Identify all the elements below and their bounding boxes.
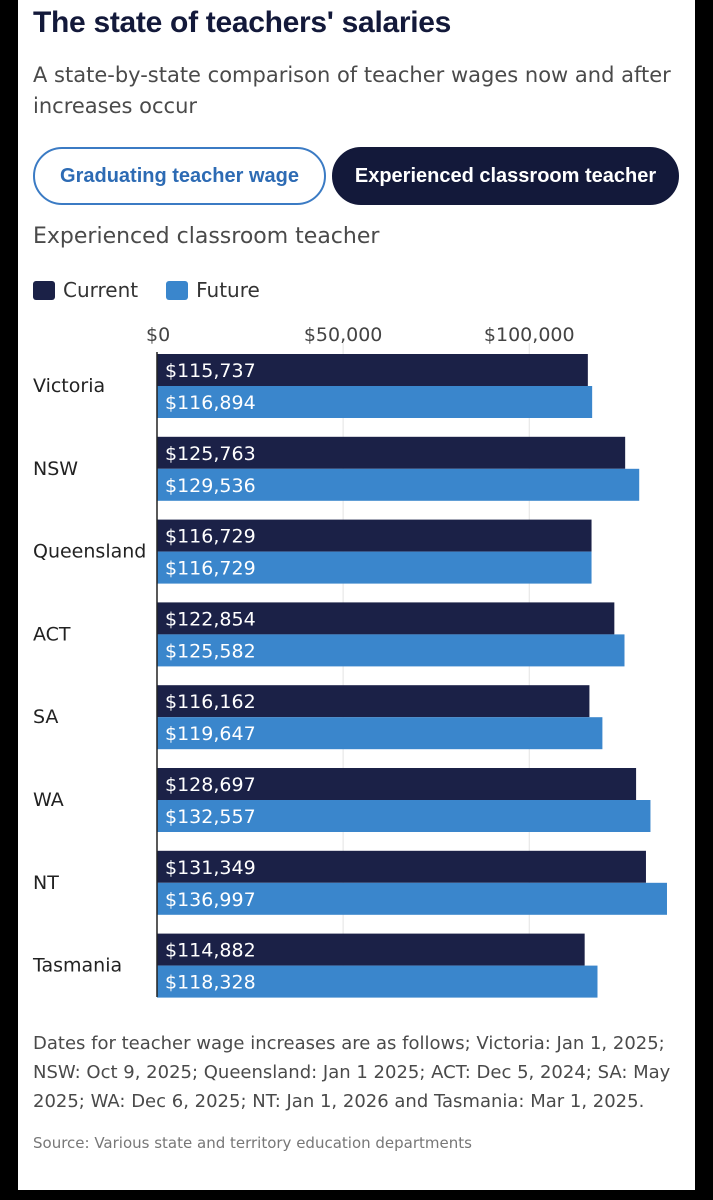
category-label: ACT [33,623,71,645]
data-label: $132,557 [165,806,256,828]
bar-future [157,965,598,998]
legend-label-future: Future [196,278,260,302]
bar-current [157,602,615,635]
category-label: NSW [33,458,78,480]
tick-label: $50,000 [304,324,383,346]
data-label: $116,729 [165,526,256,548]
data-label: $116,729 [165,558,256,580]
legend-swatch-current [33,280,55,300]
bar-future [157,551,592,584]
tab-graduating-teacher-wage[interactable]: Graduating teacher wage [33,147,326,205]
bar-future [157,468,640,501]
bar-future [157,634,625,667]
bar-future [157,386,593,418]
page-title: The state of teachers' salaries [33,6,452,39]
data-label: $119,647 [165,723,256,745]
category-label: Victoria [33,375,105,397]
source-note: Source: Various state and territory educ… [33,1134,472,1152]
category-label: Tasmania [32,955,122,977]
bar-chart: $0 $50,000 $100,000 Victoria $115,737 $116,89… [32,324,667,998]
bar-current [157,768,637,800]
category-label: NT [33,872,59,894]
category-label: SA [33,706,58,728]
data-label: $114,882 [165,940,256,962]
data-label: $116,162 [165,691,256,713]
data-label: $128,697 [165,774,256,796]
data-label: $136,997 [165,889,256,911]
bar-future [157,882,667,915]
legend-item-current: Current [33,278,138,302]
bar-current [157,354,588,386]
category-label: WA [33,789,64,811]
chart-panel: The state of teachers' salaries A state-… [18,0,695,1190]
chart-title: Experienced classroom teacher [33,224,380,249]
category-label: Queensland [33,541,146,563]
legend-item-future: Future [166,278,260,302]
bar-current [157,850,646,883]
bar-future [157,717,603,750]
bar-current [157,685,590,718]
chart-legend: Current Future [33,278,288,302]
tick-label: $100,000 [484,324,575,346]
data-label: $125,582 [165,640,256,662]
page-subtitle: A state-by-state comparison of teacher w… [33,63,671,118]
tick-label: $0 [146,324,170,346]
data-label: $122,854 [165,608,256,630]
bar-current [157,519,592,552]
data-label: $115,737 [165,360,256,382]
footnote: Dates for teacher wage increases are as … [33,1033,671,1112]
bar-future [157,800,651,832]
legend-swatch-future [166,280,189,300]
bar-current [157,933,585,966]
data-label: $116,894 [165,392,256,414]
tab-experienced-classroom-teacher[interactable]: Experienced classroom teacher [332,147,679,205]
data-label: $125,763 [165,443,256,465]
data-label: $129,536 [165,475,256,497]
bar-current [157,436,626,469]
data-label: $131,349 [165,857,256,879]
legend-label-current: Current [63,278,139,302]
data-label: $118,328 [165,972,256,994]
